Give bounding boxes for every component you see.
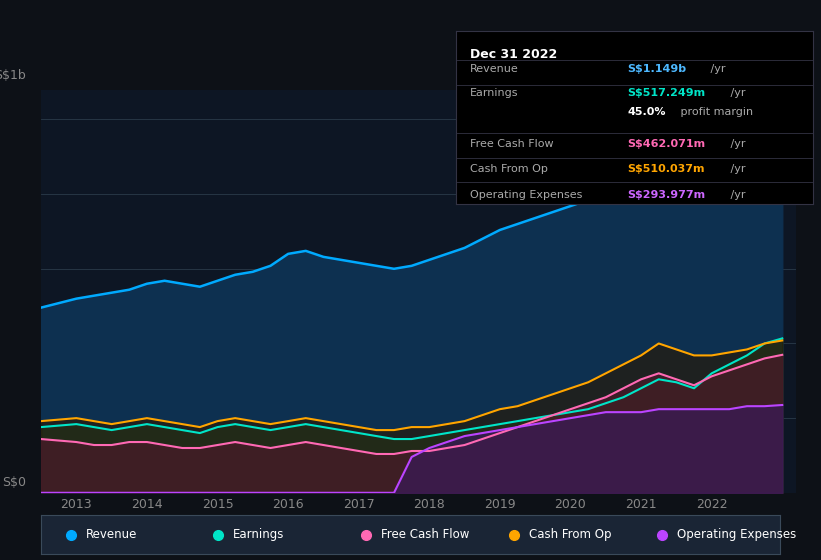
Text: Revenue: Revenue	[470, 64, 519, 74]
Text: /yr: /yr	[727, 190, 745, 200]
Text: /yr: /yr	[727, 139, 745, 148]
Text: S$293.977m: S$293.977m	[627, 190, 705, 200]
Text: Earnings: Earnings	[470, 88, 518, 99]
Text: Free Cash Flow: Free Cash Flow	[470, 139, 553, 148]
Text: Operating Expenses: Operating Expenses	[677, 528, 796, 542]
Text: Operating Expenses: Operating Expenses	[470, 190, 582, 200]
Text: Revenue: Revenue	[85, 528, 137, 542]
Text: profit margin: profit margin	[677, 106, 753, 116]
Text: Free Cash Flow: Free Cash Flow	[381, 528, 470, 542]
Text: 45.0%: 45.0%	[627, 106, 666, 116]
Text: Cash From Op: Cash From Op	[470, 164, 548, 174]
Text: Dec 31 2022: Dec 31 2022	[470, 48, 557, 61]
Text: /yr: /yr	[727, 88, 745, 99]
Text: S$462.071m: S$462.071m	[627, 139, 705, 148]
Text: /yr: /yr	[707, 64, 726, 74]
Text: S$510.037m: S$510.037m	[627, 164, 704, 174]
Text: S$517.249m: S$517.249m	[627, 88, 705, 99]
Text: Earnings: Earnings	[233, 528, 285, 542]
Text: Cash From Op: Cash From Op	[529, 528, 611, 542]
Text: S$0: S$0	[2, 476, 26, 489]
Text: S$1b: S$1b	[0, 68, 26, 82]
Text: /yr: /yr	[727, 164, 745, 174]
Text: S$1.149b: S$1.149b	[627, 64, 686, 74]
